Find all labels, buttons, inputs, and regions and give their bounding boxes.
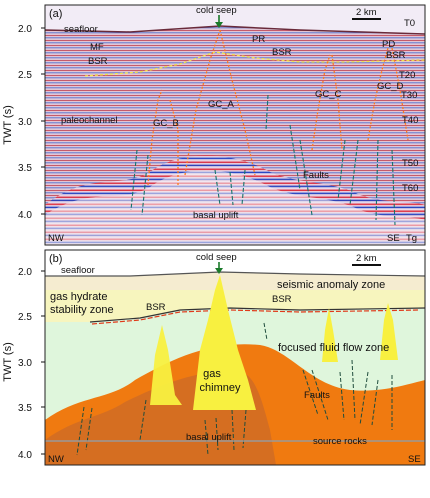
faults-label-b: Faults: [304, 390, 330, 401]
ghsz-label-1: gas hydrate: [50, 291, 107, 303]
horizon-t60: T60: [402, 183, 418, 194]
y-axis-title-a: TWT (s): [2, 105, 14, 145]
source-rocks-label: source rocks: [313, 436, 367, 447]
basal-uplift-label-b: basal uplift: [186, 432, 232, 443]
bsr-dash-b: [91, 309, 421, 325]
tick-a-4-0: 4.0: [18, 210, 32, 221]
tick-b-3-5: 3.5: [18, 403, 32, 414]
pr-label: PR: [252, 34, 265, 45]
seismic-anomaly-label: seismic anomaly zone: [277, 279, 385, 291]
panel-a-label: (a): [49, 8, 62, 20]
gc-d-outline-left: [367, 47, 389, 141]
bsr-line-b: [89, 307, 426, 323]
focused-flow-label: focused fluid flow zone: [278, 342, 389, 354]
tick-a-3-5: 3.5: [18, 163, 32, 174]
bsr-label-left: BSR: [88, 56, 108, 67]
chimney-a: [193, 275, 256, 410]
horizon-t20: T20: [399, 70, 415, 81]
basal-fade: [45, 170, 425, 245]
seafloor-label: seafloor: [64, 24, 98, 35]
faults-label-a: Faults: [303, 170, 329, 181]
mf-label: MF: [90, 42, 104, 53]
panel-a: (a) seafloor MF BSR PR BSR PD BSR paleoc…: [44, 4, 426, 246]
tick-a-3-0: 3.0: [18, 117, 32, 128]
tick-a-2-0: 2.0: [18, 24, 32, 35]
anomaly-band: [45, 272, 425, 290]
gc-a-label: GC_A: [208, 99, 235, 110]
cold-seep-arrow-icon-b: [215, 262, 223, 274]
gc-b-label: GC_B: [153, 118, 179, 129]
gas-chimney-label-2: chimney: [200, 382, 241, 394]
gc-d-outline-right: [391, 47, 409, 141]
bsr-label-right: BSR: [386, 50, 406, 61]
seafloor-label-b: seafloor: [61, 265, 95, 276]
scale-label-a: 2 km: [356, 7, 377, 18]
paleochannel-label: paleochannel: [61, 115, 118, 126]
gc-c-outline-left: [311, 54, 331, 151]
gc-c-outline-right: [331, 54, 343, 151]
bsr-label-b-left: BSR: [146, 302, 166, 313]
cold-seep-arrow-icon: [215, 15, 223, 28]
gc-b-outline-left: [147, 89, 163, 186]
tick-a-2-5: 2.5: [18, 70, 32, 81]
horizon-t30: T30: [401, 90, 417, 101]
nw-label-b: NW: [48, 454, 64, 465]
gc-a-outline-left: [184, 29, 221, 176]
tick-b-2-0: 2.0: [18, 267, 32, 278]
water-column: [45, 5, 425, 34]
tick-b-2-5: 2.5: [18, 312, 32, 323]
se-label-a: SE: [387, 233, 400, 244]
gc-c-label: GC_C: [315, 89, 342, 100]
ghsz: [45, 290, 425, 322]
water-b: [45, 250, 425, 276]
faults-b: [76, 322, 393, 456]
panel-b-frame: [44, 249, 426, 466]
panel-b: (b) seafloor seismic anomaly zone gas hy…: [44, 249, 426, 466]
bsr-label-mid: BSR: [272, 47, 292, 58]
nw-label-a: NW: [48, 233, 64, 244]
y-axis-title-b: TWT (s): [2, 342, 14, 382]
pd-label: PD: [382, 39, 395, 50]
ghsz-label-2: stability zone: [50, 304, 114, 316]
basal-uplift-label-a: basal uplift: [193, 210, 239, 221]
panel-b-label: (b): [49, 253, 62, 265]
horizon-t40: T40: [402, 115, 418, 126]
chimney-c: [322, 308, 338, 362]
horizon-t50: T50: [402, 158, 418, 169]
tick-b-4-0: 4.0: [18, 450, 32, 461]
panel-a-frame: [44, 4, 426, 246]
bsr-label-b-right: BSR: [272, 294, 292, 305]
se-label-b: SE: [408, 454, 421, 465]
y-axis-b: 2.0 2.5 3.0 3.5 4.0 TWT (s): [2, 267, 45, 461]
horizon-t0: T0: [404, 18, 415, 29]
tick-b-3-0: 3.0: [18, 358, 32, 369]
y-axis-a: 2.0 2.5 3.0 3.5 4.0 TWT (s): [2, 24, 45, 221]
scale-label-b: 2 km: [356, 253, 377, 264]
horizon-tg: Tg: [406, 233, 417, 244]
chimney-d: [380, 303, 398, 360]
cold-seep-label-a: cold seep: [196, 5, 237, 16]
faults-a: [130, 94, 396, 226]
cold-seep-label-b: cold seep: [196, 252, 237, 263]
gc-d-label: GC_D: [377, 81, 404, 92]
chimney-b: [150, 325, 182, 405]
gas-chimney-label-1: gas: [203, 368, 221, 380]
gc-a-outline-right: [219, 29, 256, 176]
bsr-line-a: [84, 51, 426, 77]
